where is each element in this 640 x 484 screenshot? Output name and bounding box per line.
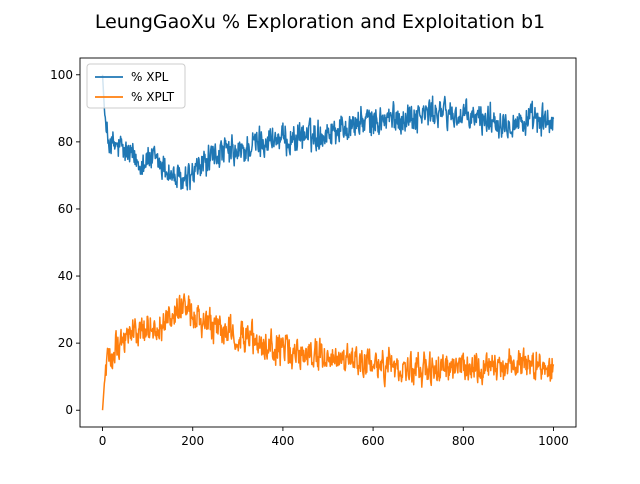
x-tick-label-2: 400 bbox=[271, 434, 294, 448]
series-line-1 bbox=[101, 293, 555, 411]
y-tick-label-5: 100 bbox=[50, 68, 73, 82]
x-tick-label-5: 1000 bbox=[538, 434, 569, 448]
y-tick-label-0: 0 bbox=[65, 403, 73, 417]
y-tick-label-1: 20 bbox=[58, 336, 73, 350]
x-tick-label-3: 600 bbox=[362, 434, 385, 448]
axes-frame bbox=[79, 57, 577, 428]
y-tick-label-3: 60 bbox=[58, 202, 73, 216]
y-tick-label-2: 40 bbox=[58, 269, 73, 283]
series-line-0 bbox=[101, 74, 555, 191]
chart-title: LeungGaoXu % Exploration and Exploitatio… bbox=[95, 11, 545, 33]
x-tick-label-1: 200 bbox=[181, 434, 204, 448]
x-tick-label-0: 0 bbox=[99, 434, 107, 448]
x-tick-label-4: 800 bbox=[452, 434, 475, 448]
legend-label-0: % XPL bbox=[131, 70, 169, 84]
y-tick-label-4: 80 bbox=[58, 135, 73, 149]
legend-label-1: % XPLT bbox=[131, 90, 175, 104]
